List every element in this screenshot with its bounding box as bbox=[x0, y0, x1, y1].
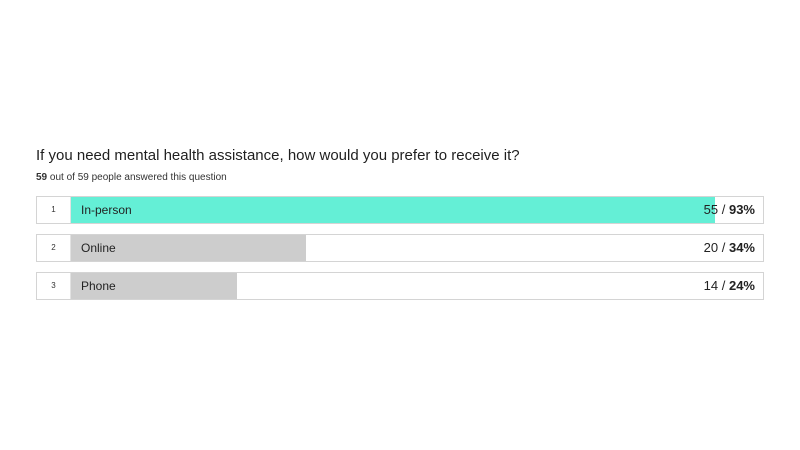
answer-bars: 1 In-person 55 / 93% 2 Online 20 / 34% 3… bbox=[36, 196, 764, 300]
answer-value: 20 / 34% bbox=[704, 235, 755, 261]
answer-count: 55 bbox=[703, 202, 719, 217]
response-count: 59 out of 59 people answered this questi… bbox=[36, 172, 764, 184]
answer-percent: 93% bbox=[728, 202, 755, 217]
answer-count: 20 bbox=[703, 240, 719, 255]
answer-label: In-person bbox=[81, 203, 132, 217]
answer-rank: 3 bbox=[37, 273, 71, 299]
survey-question-card: If you need mental health assistance, ho… bbox=[36, 146, 764, 310]
answer-row: 1 In-person 55 / 93% bbox=[36, 196, 764, 224]
answer-label: Phone bbox=[81, 279, 116, 293]
bar-area: Online 20 / 34% bbox=[71, 235, 763, 261]
bar-area: Phone 14 / 24% bbox=[71, 273, 763, 299]
answer-row: 2 Online 20 / 34% bbox=[36, 234, 764, 262]
bar-area: In-person 55 / 93% bbox=[71, 197, 763, 223]
answer-value: 55 / 93% bbox=[704, 197, 755, 223]
answer-label: Online bbox=[81, 241, 116, 255]
answer-percent: 34% bbox=[728, 240, 755, 255]
answer-bar bbox=[71, 235, 307, 261]
answer-rank: 2 bbox=[37, 235, 71, 261]
value-separator: / bbox=[718, 278, 729, 293]
answer-count: 14 bbox=[703, 278, 719, 293]
answer-bar bbox=[71, 273, 238, 299]
answer-percent: 24% bbox=[728, 278, 755, 293]
answer-rank: 1 bbox=[37, 197, 71, 223]
value-separator: / bbox=[718, 202, 729, 217]
answer-value: 14 / 24% bbox=[704, 273, 755, 299]
answer-bar bbox=[71, 197, 715, 223]
answered-suffix: out of 59 people answered this question bbox=[47, 172, 227, 183]
value-separator: / bbox=[718, 240, 729, 255]
question-title: If you need mental health assistance, ho… bbox=[36, 147, 520, 164]
answered-count: 59 bbox=[36, 172, 48, 183]
answer-row: 3 Phone 14 / 24% bbox=[36, 272, 764, 300]
